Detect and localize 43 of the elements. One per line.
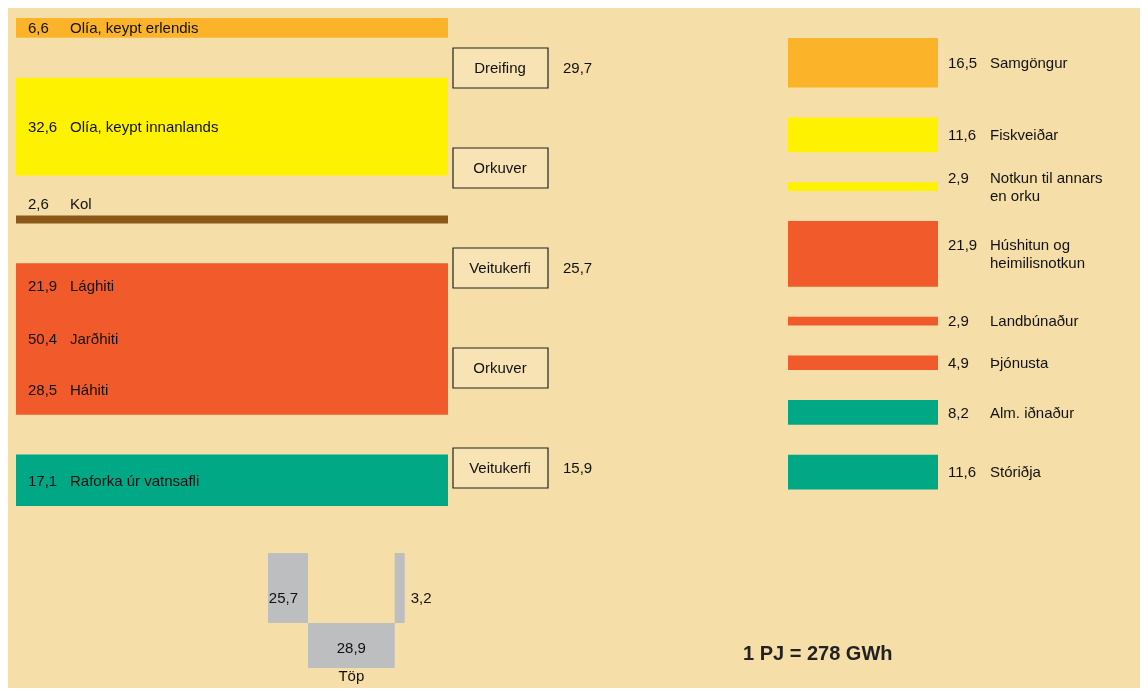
text: 25,7 bbox=[268, 589, 298, 606]
data-label: 25,7 bbox=[563, 259, 593, 277]
data-label: 17,1 bbox=[28, 471, 58, 489]
data-label: 29,7 bbox=[563, 59, 593, 77]
data-label: 16,5 bbox=[948, 54, 978, 71]
category-label: Töp bbox=[338, 667, 365, 684]
category-label: Veitukerfi bbox=[469, 459, 531, 477]
category-label: Veitukerfi bbox=[469, 259, 531, 277]
data-label: 28,9 bbox=[336, 639, 366, 656]
category-label: Lághiti bbox=[70, 276, 115, 294]
data-label: 8,2 bbox=[948, 403, 969, 421]
category-label: Jarðhiti bbox=[70, 330, 119, 348]
text: 3,2 bbox=[410, 589, 432, 606]
data-label: 21,9 bbox=[948, 236, 978, 254]
category-label: Þjónusta bbox=[990, 354, 1050, 371]
category-label: Alm. iðnaður bbox=[990, 403, 1075, 421]
text: 1 PJ = 278 GWh bbox=[743, 642, 893, 664]
data-label: 28,5 bbox=[28, 380, 58, 398]
category-label: Raforka úr vatnsafli bbox=[70, 471, 200, 489]
category-label: Fiskveiðar bbox=[990, 126, 1059, 144]
data-label: 11,6 bbox=[948, 463, 977, 481]
data-label: 2,9 bbox=[948, 168, 969, 186]
data-label: 4,9 bbox=[948, 354, 969, 371]
category-label: Landbúnaður bbox=[990, 312, 1079, 330]
category-label: Olía, keypt erlendis bbox=[70, 19, 199, 37]
category-label: Samgöngur bbox=[990, 54, 1068, 71]
data-label: 32,6 bbox=[28, 117, 58, 135]
category-label: Orkuver bbox=[473, 159, 527, 177]
data-label: 11,6 bbox=[948, 126, 977, 144]
category-label: Olía, keypt innanlands bbox=[70, 117, 219, 135]
data-label: 6,6 bbox=[28, 19, 49, 37]
category-label: Orkuver bbox=[473, 359, 527, 377]
data-label: 2,9 bbox=[948, 312, 969, 330]
category-label: Notkun til annars en orku bbox=[990, 168, 1103, 204]
category-label: Háhiti bbox=[70, 380, 109, 398]
data-label: 21,9 bbox=[28, 276, 58, 294]
data-label: 50,4 bbox=[28, 330, 58, 348]
category-label: Kol bbox=[70, 194, 92, 212]
category-label: Stóriðja bbox=[990, 463, 1042, 481]
category-label: Dreifing bbox=[474, 59, 526, 77]
data-label: 2,6 bbox=[28, 194, 49, 212]
category-label: Húshitun og heimilisnotkun bbox=[990, 236, 1086, 272]
data-label: 15,9 bbox=[563, 459, 593, 477]
